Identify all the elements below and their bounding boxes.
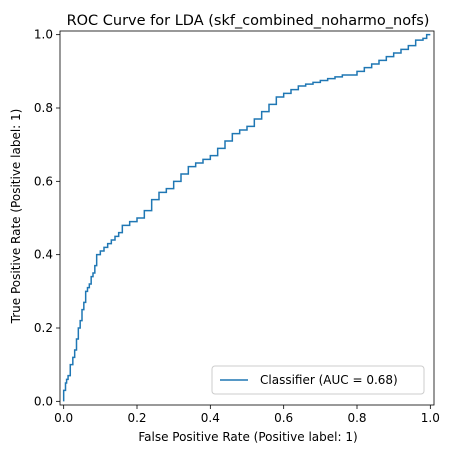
axes-frame [59,30,435,406]
x-tick-label: 0.2 [127,411,146,425]
x-axis-ticks: 0.0 0.2 0.4 0.6 0.8 1.0 [54,405,440,425]
chart-title: ROC Curve for LDA (skf_combined_noharmo_… [67,13,430,29]
y-tick-label: 0.0 [34,394,53,408]
roc-curve-line [62,33,431,402]
x-tick-label: 0.8 [347,411,366,425]
y-tick-label: 0.2 [34,321,53,335]
x-tick-label: 0.0 [54,411,73,425]
x-tick-label: 0.4 [201,411,220,425]
legend-series-label: Classifier (AUC = 0.68) [260,373,398,387]
legend-box [211,365,425,395]
y-tick-label: 0.4 [34,248,53,262]
y-axis-ticks: 0.0 0.2 0.4 0.6 0.8 1.0 [34,28,60,408]
y-tick-label: 0.6 [34,174,53,188]
x-tick-label: 1.0 [421,411,440,425]
y-axis-label: True Positive Rate (Positive label: 1) [9,109,23,325]
y-tick-label: 0.8 [34,101,53,115]
y-tick-label: 1.0 [34,28,53,42]
plot-area: 0.0 0.2 0.4 0.6 0.8 1.0 0.0 0.2 0.4 0.6 0.8 1.0 [34,28,440,425]
x-axis-label: False Positive Rate (Positive label: 1) [138,430,357,444]
legend: Classifier (AUC = 0.68) [211,365,425,395]
x-tick-label: 0.6 [274,411,293,425]
